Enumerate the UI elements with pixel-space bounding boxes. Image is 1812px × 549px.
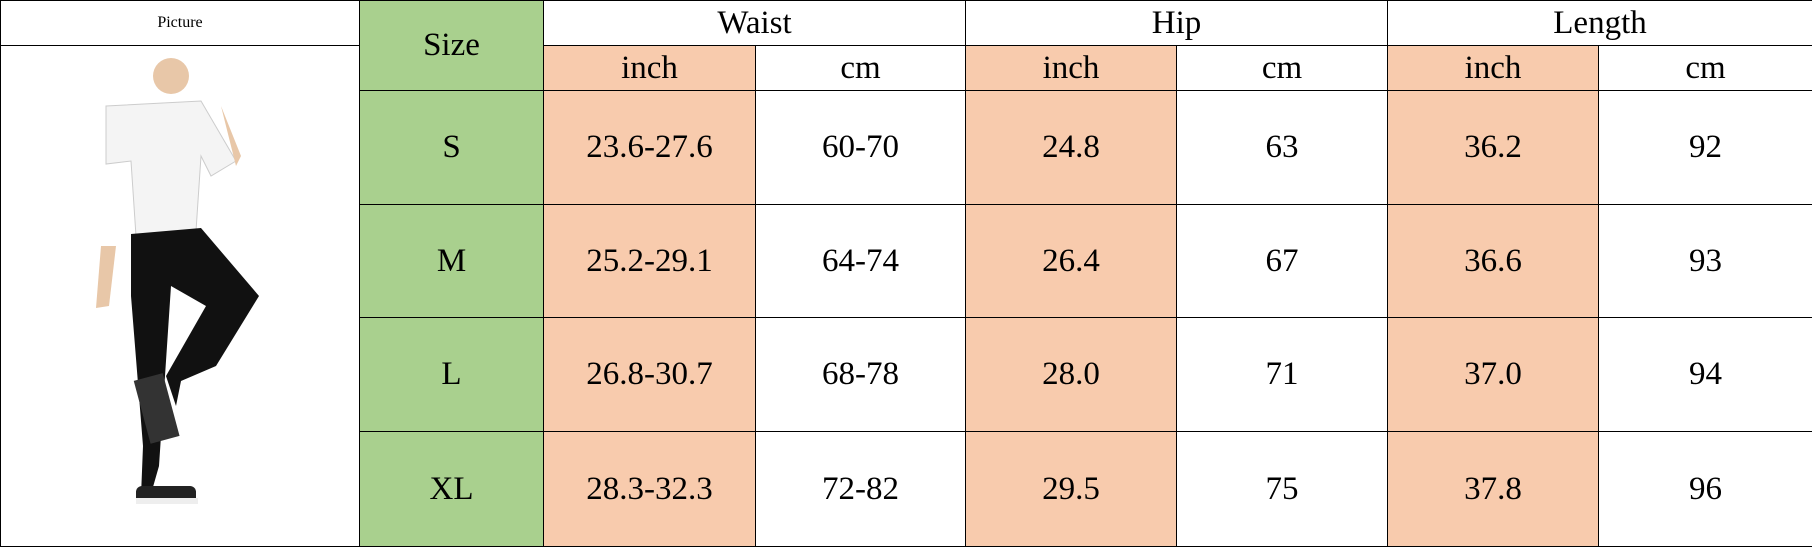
measure-cell: 63	[1176, 90, 1388, 205]
measure-cell: 96	[1597, 431, 1812, 547]
measure-cell: 28.0	[965, 317, 1177, 432]
size-row: XL 28.3-32.3 72-82 29.5 75 37.8 96	[1, 431, 1812, 547]
measure-cell: 75	[1176, 431, 1388, 547]
measure-cell: 26.8-30.7	[543, 317, 756, 432]
measure-cell: 71	[1176, 317, 1388, 432]
picture-header: Picture	[0, 0, 360, 46]
measure-cell: 29.5	[965, 431, 1177, 547]
measure-cell: 25.2-29.1	[543, 204, 756, 318]
size-cell: S	[359, 90, 544, 205]
measure-cell: 72-82	[755, 431, 966, 547]
unit-header: inch	[543, 45, 756, 91]
unit-header: cm	[1597, 45, 1812, 91]
product-photo	[96, 58, 259, 504]
group-header: Hip	[965, 0, 1388, 46]
size-cell: M	[359, 204, 544, 318]
size-cell: XL	[359, 431, 544, 547]
measure-cell: 60-70	[755, 90, 966, 205]
header-row: Picture Size Waist Hip Length	[0, 0, 1812, 91]
measure-cell: 36.6	[1387, 204, 1599, 318]
unit-header: cm	[1176, 45, 1388, 91]
size-row: L 26.8-30.7 68-78 28.0 71 37.0 94	[1, 317, 1812, 432]
picture-cell	[0, 45, 360, 547]
measure-cell: 93	[1597, 204, 1812, 318]
unit-header: inch	[1387, 45, 1599, 91]
measure-cell: 28.3-32.3	[543, 431, 756, 547]
measure-cell: 23.6-27.6	[543, 90, 756, 205]
unit-header: inch	[965, 45, 1177, 91]
measure-cell: 94	[1597, 317, 1812, 432]
size-row: M 25.2-29.1 64-74 26.4 67 36.6 93	[1, 204, 1812, 318]
measure-cell: 36.2	[1387, 90, 1599, 205]
size-header: Size	[359, 0, 544, 91]
size-cell: L	[359, 317, 544, 432]
measure-cell: 37.0	[1387, 317, 1599, 432]
measure-cell: 67	[1176, 204, 1388, 318]
measure-cell: 92	[1597, 90, 1812, 205]
measure-cell: 26.4	[965, 204, 1177, 318]
measure-cell: 37.8	[1387, 431, 1599, 547]
unit-row: inch cm inch cm inch cm	[0, 45, 1812, 547]
group-header: Waist	[543, 0, 966, 46]
measure-cell: 68-78	[755, 317, 966, 432]
measure-cell: 64-74	[755, 204, 966, 318]
group-header: Length	[1386, 0, 1812, 46]
measure-cell: 24.8	[965, 90, 1177, 205]
unit-header: cm	[755, 45, 966, 91]
